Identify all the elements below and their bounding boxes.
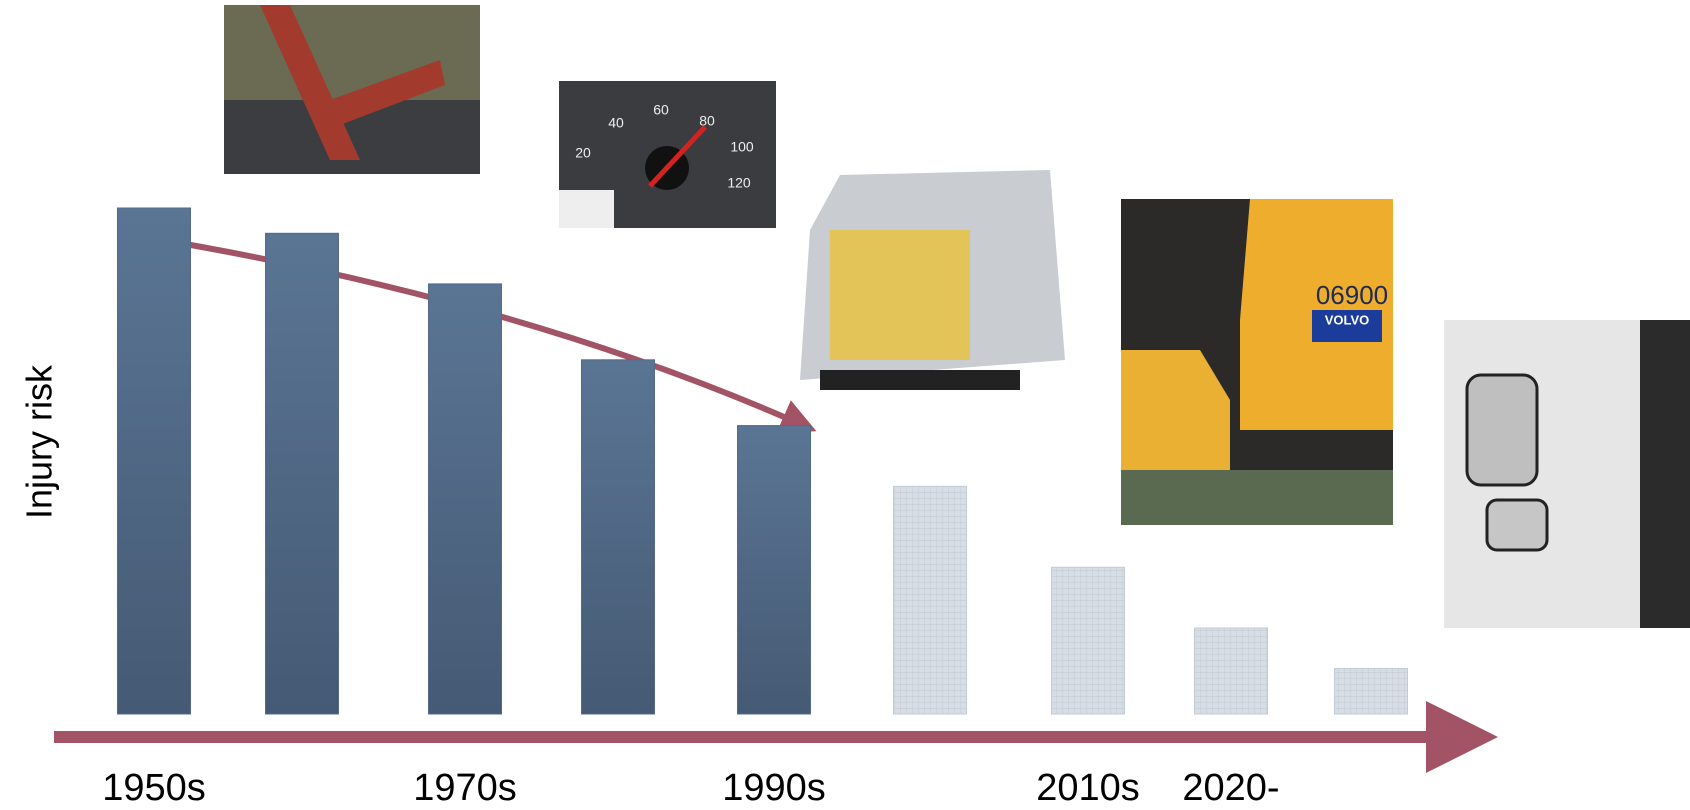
bar: [1195, 628, 1268, 714]
gauge-label: 40: [608, 115, 624, 131]
slide: 20 40 60 80 100 120 06900 VOLVO Injury risk 19…: [0, 0, 1690, 810]
x-tick-label: 2020-: [1182, 767, 1279, 809]
brand-label: VOLVO: [1325, 312, 1370, 327]
bar: [266, 233, 339, 714]
x-tick-label: 2010s: [1036, 767, 1140, 809]
gauge-label: 80: [699, 113, 715, 129]
bar: [738, 426, 811, 714]
crash-test-photo: 06900 VOLVO: [1121, 199, 1393, 525]
y-axis-label: Injury risk: [19, 364, 60, 519]
speedometer-photo: 20 40 60 80 100 120: [559, 81, 776, 228]
bar: [429, 284, 502, 714]
gauge-label: 100: [730, 139, 754, 155]
gauge-label: 20: [575, 145, 591, 161]
bar: [1052, 567, 1125, 714]
bar: [1335, 668, 1408, 714]
truck-number: 06900: [1316, 280, 1388, 310]
gauge-label: 60: [653, 102, 669, 118]
x-tick-label: 1970s: [413, 767, 517, 809]
page: {"chart_data": {"type": "bar", "y_label"…: [0, 0, 1690, 810]
bar: [582, 360, 655, 714]
x-tick-label: 1990s: [722, 767, 826, 809]
bar: [118, 208, 191, 714]
gauge-label: 120: [727, 175, 751, 191]
bar: [894, 486, 967, 714]
x-tick-label: 1950s: [102, 767, 206, 809]
mirror-photo: [1444, 320, 1690, 628]
cab-photo: [800, 170, 1065, 390]
seatbelt-photo: [224, 5, 480, 174]
